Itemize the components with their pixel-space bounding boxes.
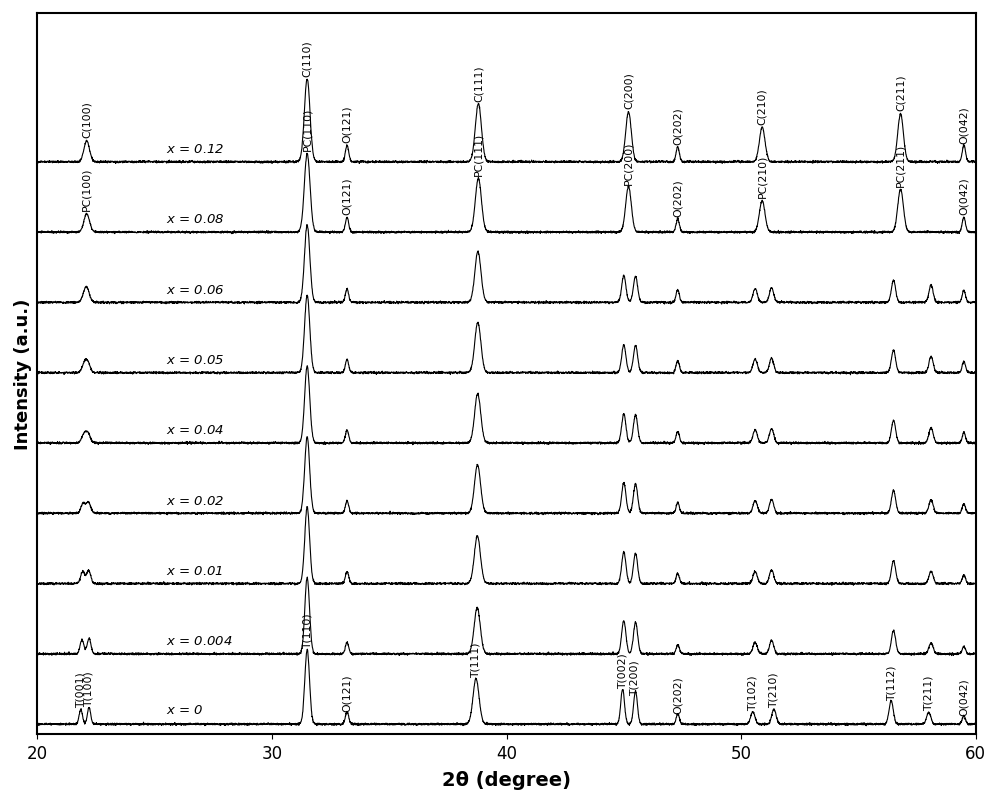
Text: T(111): T(111)	[471, 642, 481, 678]
Text: $x$ = 0.06: $x$ = 0.06	[166, 283, 225, 296]
Text: C(200): C(200)	[623, 72, 633, 109]
Text: O(202): O(202)	[673, 675, 683, 713]
Text: PC(100): PC(100)	[82, 168, 92, 211]
Text: T(110): T(110)	[302, 613, 312, 648]
X-axis label: 2θ (degree): 2θ (degree)	[442, 770, 571, 789]
Text: T(112): T(112)	[886, 665, 896, 700]
Text: PC(210): PC(210)	[757, 154, 767, 198]
Text: $x$ = 0.004: $x$ = 0.004	[166, 634, 233, 647]
Text: O(202): O(202)	[673, 107, 683, 145]
Text: O(202): O(202)	[673, 178, 683, 216]
Text: T(210): T(210)	[769, 671, 779, 707]
Text: O(042): O(042)	[959, 177, 969, 214]
Text: $x$ = 0: $x$ = 0	[166, 703, 204, 716]
Text: O(121): O(121)	[342, 673, 352, 711]
Text: O(121): O(121)	[342, 177, 352, 214]
Text: T(001): T(001)	[76, 672, 86, 707]
Text: $x$ = 0.12: $x$ = 0.12	[166, 143, 225, 156]
Text: $x$ = 0.01: $x$ = 0.01	[166, 565, 224, 577]
Text: C(110): C(110)	[302, 40, 312, 77]
Text: $x$ = 0.02: $x$ = 0.02	[166, 494, 225, 507]
Text: PC(110): PC(110)	[302, 108, 312, 151]
Text: $x$ = 0.04: $x$ = 0.04	[166, 424, 225, 437]
Text: PC(111): PC(111)	[473, 132, 483, 176]
Text: C(210): C(210)	[757, 88, 767, 124]
Text: O(042): O(042)	[959, 107, 969, 145]
Text: C(100): C(100)	[82, 101, 92, 138]
Text: C(211): C(211)	[896, 74, 906, 111]
Text: O(042): O(042)	[959, 677, 969, 715]
Text: PC(211): PC(211)	[896, 144, 906, 186]
Text: T(002): T(002)	[618, 652, 628, 688]
Text: T(200): T(200)	[629, 659, 639, 695]
Text: $x$ = 0.05: $x$ = 0.05	[166, 353, 225, 367]
Text: T(211): T(211)	[924, 675, 934, 711]
Text: $x$ = 0.08: $x$ = 0.08	[166, 213, 225, 226]
Y-axis label: Intensity (a.u.): Intensity (a.u.)	[14, 299, 32, 450]
Text: PC(200): PC(200)	[623, 141, 633, 185]
Text: T(100): T(100)	[84, 671, 94, 707]
Text: O(121): O(121)	[342, 105, 352, 143]
Text: T(102): T(102)	[748, 675, 758, 711]
Text: C(111): C(111)	[473, 65, 483, 102]
